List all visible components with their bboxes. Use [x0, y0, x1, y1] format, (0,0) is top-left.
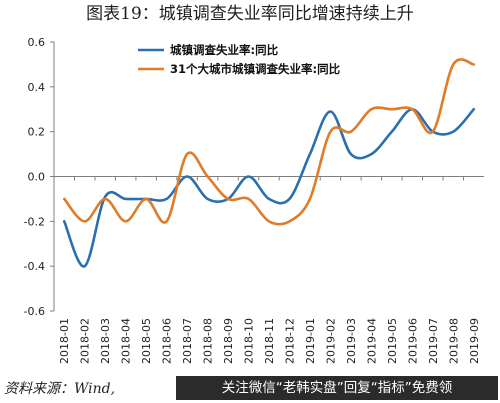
y-tick-label: 0.2 [28, 126, 46, 139]
x-tick-label: 2018-11 [263, 318, 276, 364]
x-tick-label: 2018-08 [202, 318, 215, 364]
x-tick-label: 2019-09 [468, 318, 481, 364]
x-tick-label: 2019-01 [304, 318, 317, 364]
legend-label-2: 31个大城市城镇调查失业率:同比 [170, 62, 341, 76]
source-note: 资料来源：Wind, [4, 381, 116, 397]
y-tick-label: -0.4 [24, 260, 45, 273]
x-tick-label: 2018-01 [58, 318, 71, 364]
x-tick-label: 2019-04 [365, 318, 378, 364]
y-tick-label: 0.0 [28, 171, 46, 184]
x-tick-label: 2018-09 [222, 318, 235, 364]
x-tick-label: 2018-06 [161, 318, 174, 364]
chart-title: 图表19：城镇调查失业率同比增速持续上升 [86, 4, 414, 24]
y-tick-label: 0.6 [28, 36, 46, 49]
x-tick-label: 2018-03 [99, 318, 112, 364]
x-tick-label: 2018-04 [120, 318, 133, 364]
x-tick-label: 2019-06 [406, 318, 419, 364]
y-tick-label: 0.4 [28, 81, 46, 94]
series-line-1 [62, 107, 476, 268]
y-axis: -0.6 -0.4 -0.2 0.0 0.2 0.4 0.6 [24, 36, 55, 318]
x-tick-label: 2018-10 [243, 318, 256, 364]
x-tick-label: 2018-07 [181, 318, 194, 364]
x-tick-label: 2019-03 [345, 318, 358, 364]
x-tick-label: 2018-12 [283, 318, 296, 364]
x-tick-label: 2019-08 [447, 318, 460, 364]
line-chart: -0.6-0.4-0.20.00.20.40.6 2018-01 2018-02 2… [24, 36, 484, 364]
y-tick-label: -0.6 [24, 305, 45, 318]
series-line-2 [62, 58, 476, 226]
y-tick-label: -0.2 [24, 215, 45, 228]
footer: 资料来源：Wind, 关注微信“老韩实盘”回复“指标”免费领 [0, 374, 500, 403]
legend: 城镇调查失业率:同比 31个大城市城镇调查失业率:同比 [138, 43, 341, 76]
x-tick-label: 2018-02 [79, 318, 92, 364]
x-tick-label: 2019-07 [427, 318, 440, 364]
x-tick-label: 2019-02 [324, 318, 337, 364]
legend-label-1: 城镇调查失业率:同比 [170, 43, 279, 57]
series-layer [62, 58, 476, 268]
promo-banner: 关注微信“老韩实盘”回复“指标”免费领 [176, 376, 498, 400]
x-axis: 2018-01 2018-02 2018-03 2018-04 2018-05 2018-… [53, 176, 484, 364]
x-tick-label: 2018-05 [140, 318, 153, 364]
x-tick-label: 2019-05 [386, 318, 399, 364]
